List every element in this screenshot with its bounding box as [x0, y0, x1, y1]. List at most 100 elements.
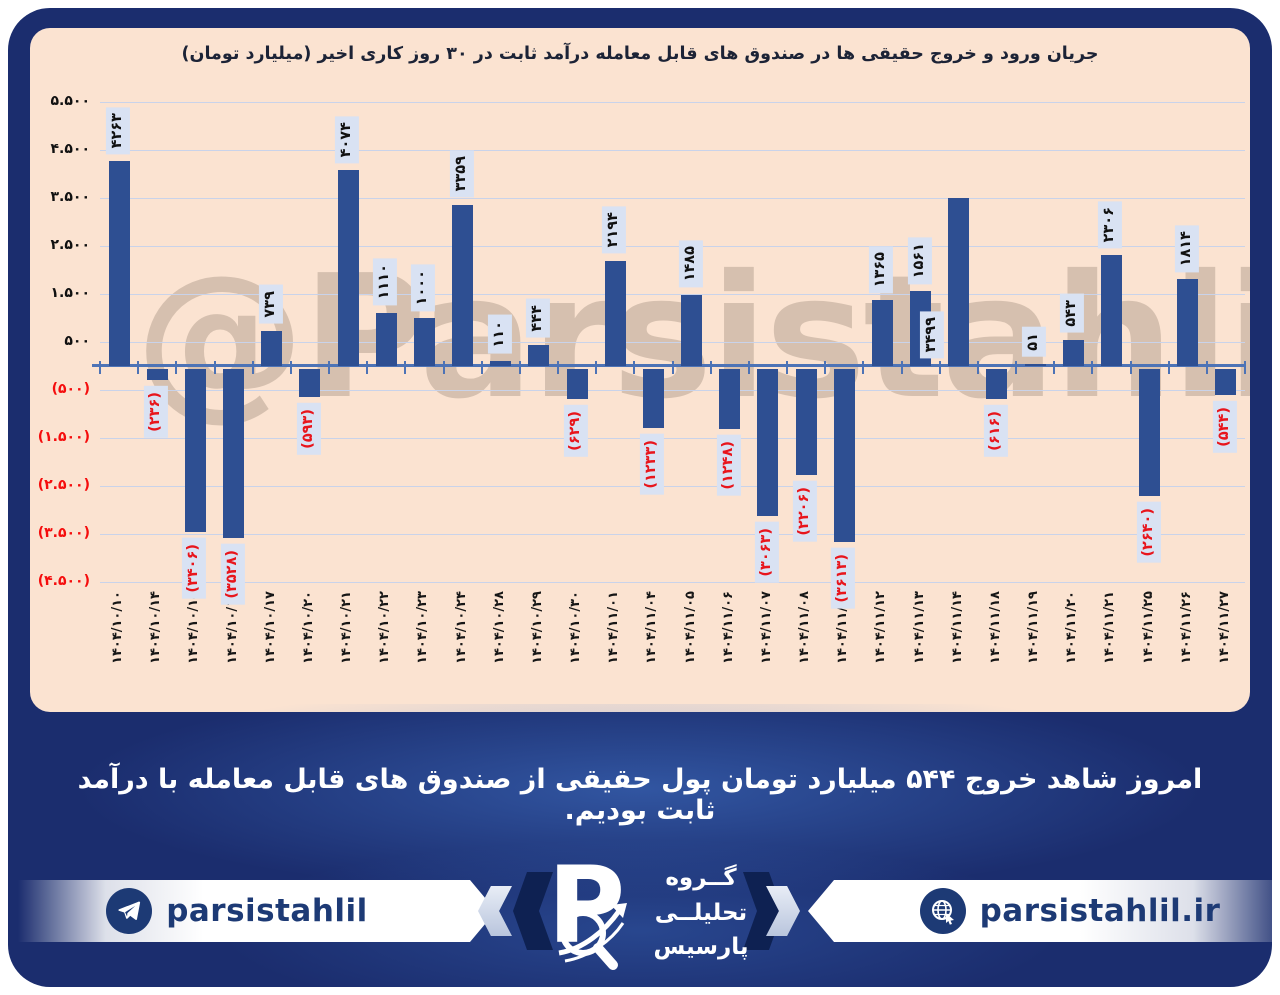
x-axis-line	[92, 364, 1245, 367]
bar-value-label: (۲۲۰۶)	[793, 480, 818, 542]
magnifier-arrow-icon	[558, 903, 628, 970]
bar-value-label: (۲۳۶)	[144, 386, 169, 439]
bar-value-label: ۷۳۹	[258, 284, 283, 324]
axis-tick	[213, 361, 216, 374]
axis-tick	[251, 361, 254, 374]
y-axis-tick-label: (۵۰۰)	[51, 381, 90, 397]
axis-tick	[404, 361, 407, 374]
axis-tick	[1129, 361, 1132, 374]
bar-value-label: (۲۶۴۰)	[1136, 501, 1161, 563]
x-axis-date-label: ۱۴۰۴/۱۰/۲۱	[339, 591, 355, 664]
axis-tick	[900, 361, 903, 374]
x-axis-date-label: ۱۴۰۴/۱۱/۲۵	[1140, 591, 1156, 664]
x-axis-date-label: ۱۴۰۴/۱۱/۱۸	[987, 591, 1003, 664]
x-axis-date-label: ۱۴۰۴/۱۱/۲۰	[1064, 591, 1080, 664]
axis-tick	[175, 361, 178, 374]
chart-bar	[1139, 369, 1161, 496]
axis-tick	[480, 361, 483, 374]
axis-tick	[938, 361, 941, 374]
axis-tick	[366, 361, 369, 374]
y-axis-tick-label: (۳.۵۰۰)	[37, 525, 90, 541]
axis-tick	[595, 361, 598, 374]
x-axis-date-label: ۱۴۰۴/۱۱/۰۵	[682, 591, 698, 664]
chart-bar	[299, 369, 321, 398]
axis-tick	[99, 361, 101, 374]
bar-value-label: ۲۱۹۴	[602, 206, 627, 254]
gridline	[100, 342, 1245, 343]
chart-bar	[108, 161, 130, 366]
axis-tick	[862, 361, 865, 374]
gridline	[100, 534, 1245, 535]
telegram-banner[interactable]: parsistahlil	[8, 880, 496, 942]
x-axis-date-label: ۱۴۰۴/۱۱/۱۹	[1026, 591, 1042, 664]
bar-value-label: ۵۱	[1022, 326, 1047, 357]
y-axis-tick-label: (۴.۵۰۰)	[37, 573, 90, 589]
chart-bar	[337, 170, 359, 366]
bar-value-label: (۳۰۶۳)	[754, 522, 779, 583]
chart-bar	[375, 312, 397, 366]
y-axis-tick-label: ۵۰۰	[64, 333, 90, 349]
axis-tick	[442, 361, 445, 374]
gridline	[100, 438, 1245, 439]
gridline	[100, 246, 1245, 247]
globe-icon	[919, 888, 966, 934]
gridline	[100, 582, 1245, 583]
y-axis-tick-label: ۳.۵۰۰	[50, 189, 91, 205]
chart-title: جریان ورود و خروج حقیقی ها در صندوق های …	[181, 44, 1099, 64]
bar-value-label: ۱۰۰۰	[411, 263, 436, 311]
chart-bar	[184, 369, 206, 533]
chart-bar	[795, 369, 817, 475]
bar-value-label: (۳۶۱۳)	[831, 548, 856, 610]
axis-tick	[633, 361, 636, 374]
chart-bar	[223, 369, 245, 539]
gridline	[100, 294, 1245, 295]
bar-value-label: (۵۹۳)	[296, 403, 321, 456]
x-axis-date-label: ۱۴۰۴/۱۱/۰۷	[758, 591, 774, 664]
x-axis-date-label: ۱۴۰۴/۱۱/۰۸	[797, 591, 813, 664]
bar-value-label: (۳۵۲۸)	[220, 544, 245, 605]
website-banner[interactable]: parsistahlil.ir	[808, 880, 1272, 942]
chart-bar	[261, 330, 283, 366]
bar-value-label: ۱۸۱۴	[1174, 224, 1199, 272]
gridline	[100, 486, 1245, 487]
chart-bar	[986, 369, 1008, 399]
gridline	[100, 198, 1245, 199]
chart-bar	[1100, 255, 1122, 366]
bar-value-label: (۳۴۰۶)	[182, 538, 207, 600]
bar-value-label: ۵۴۳	[1060, 294, 1085, 333]
chart-bar	[413, 318, 435, 366]
axis-tick	[328, 361, 330, 374]
y-axis-tick-label: (۲.۵۰۰)	[37, 477, 90, 493]
x-axis-date-label: ۱۴۰۴/۱۰/۱۷	[262, 591, 278, 664]
axis-tick	[557, 361, 559, 374]
axis-tick	[518, 361, 521, 374]
x-axis-date-label: ۱۴۰۴/۱۰/۲۴	[453, 591, 469, 664]
summary-message: امروز شاهد خروج ۵۴۴ میلیارد تومان پول حق…	[77, 764, 1203, 826]
gridline	[100, 102, 1245, 103]
bar-value-label: (۱۲۳۳)	[640, 434, 665, 495]
plot-area: ۵.۵۰۰ ۴.۵۰۰ ۳.۵۰۰ ۲.۵۰۰ ۱.۵۰۰ ۵۰۰ (۵۰۰) (۱.۵۰۰)…	[30, 28, 1250, 712]
x-axis-date-label: ۱۴۰۴/۱۱/۲۶	[1178, 591, 1194, 664]
y-axis-tick-label: ۴.۵۰۰	[50, 141, 91, 157]
bar-value-label: (۵۴۴)	[1212, 401, 1237, 453]
chart-bar	[1024, 363, 1046, 366]
x-axis-date-label: ۱۴۰۴/۱۱/۲۱	[1102, 591, 1118, 664]
x-axis-date-label: ۱۴۰۴/۱۱/۲۷	[1216, 591, 1232, 664]
bar-value-label: ۲۳۰۶	[1098, 200, 1123, 249]
y-axis-tick-label: ۲.۵۰۰	[50, 237, 91, 253]
x-axis-date-label: ۱۴۰۴/۱۰/۲۹	[529, 591, 545, 664]
chart-bar	[1215, 369, 1237, 396]
y-axis-tick-label: ۵.۵۰۰	[50, 93, 91, 109]
logo-text: گــروه تحلیلــی پارسیس	[653, 865, 749, 961]
chart-bar	[452, 204, 474, 366]
axis-tick	[671, 361, 674, 374]
chart-bar	[719, 369, 741, 429]
x-axis-date-label: ۱۴۰۴/۱۰/۲۸	[491, 591, 507, 664]
chart-bar	[681, 294, 703, 366]
website-url: parsistahlil.ir	[979, 893, 1221, 929]
chart-bar	[871, 300, 893, 366]
x-axis-date-label: ۱۴۰۴/۱۱/۰۶	[720, 591, 736, 664]
x-axis-date-label: ۱۴۰۴/۱۱/۰۴	[644, 591, 660, 664]
axis-tick	[786, 361, 788, 374]
axis-tick	[1205, 361, 1208, 374]
